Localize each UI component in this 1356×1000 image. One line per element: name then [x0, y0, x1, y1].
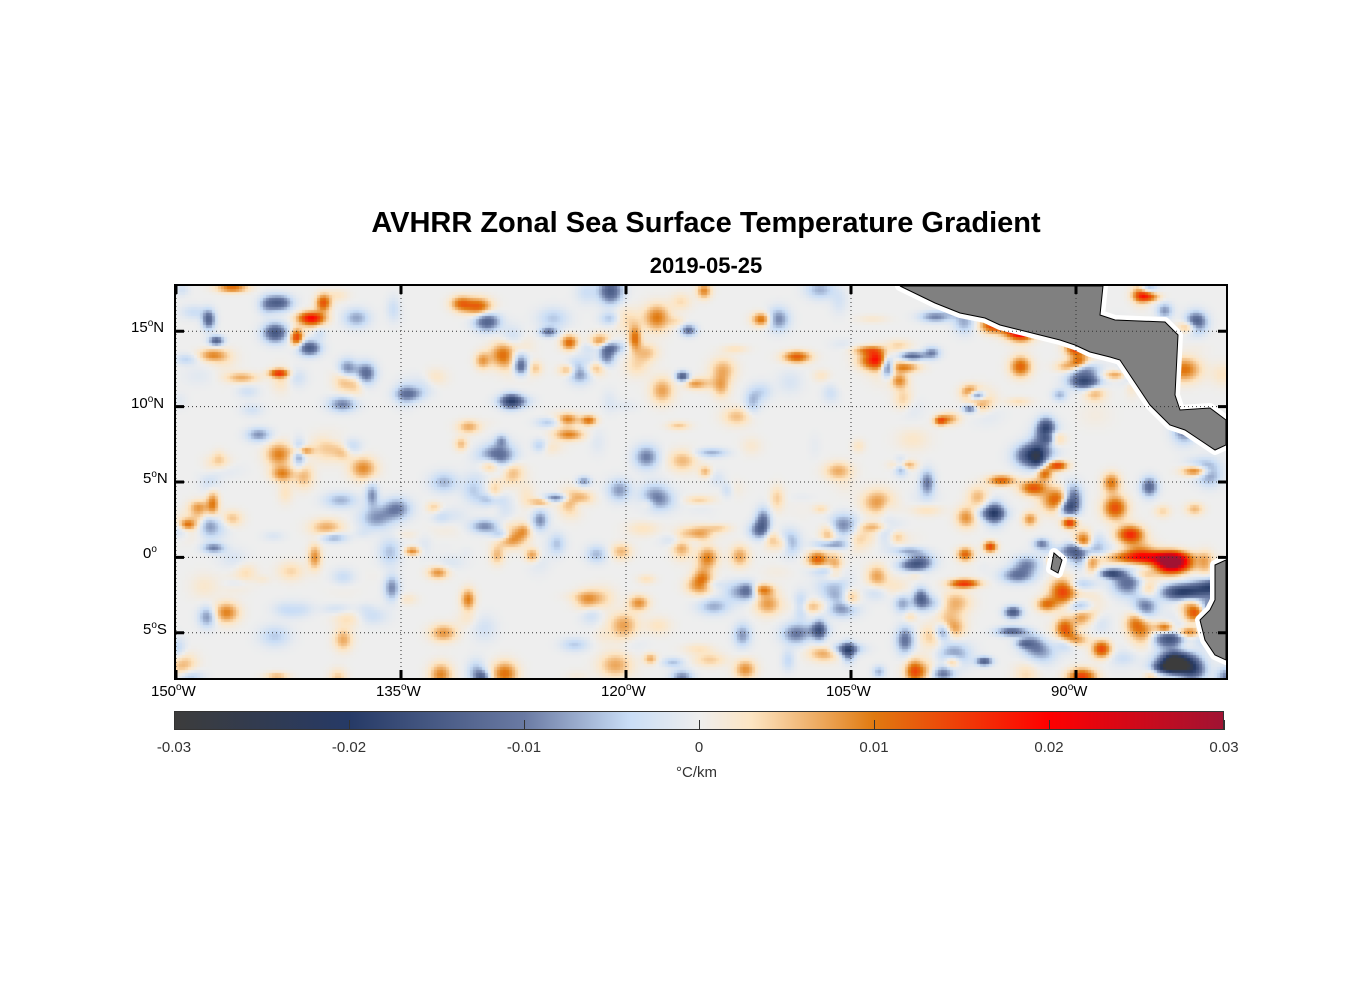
colorbar-tick-mark: [874, 720, 875, 730]
colorbar-tick-label: -0.01: [506, 739, 542, 756]
x-tick: [1074, 286, 1078, 294]
y-tick: [176, 329, 184, 333]
y-tick: [1218, 405, 1226, 409]
y-tick-label: 15oN: [131, 318, 165, 337]
colorbar-tick-mark: [1049, 720, 1050, 730]
colorbar-tick-mark: [349, 720, 350, 730]
y-tick: [1218, 329, 1226, 333]
colorbar-tick-mark: [174, 720, 175, 730]
y-tick: [1218, 555, 1226, 559]
x-tick: [399, 670, 403, 678]
colorbar-tick-mark: [1224, 720, 1225, 730]
colorbar-tick-label: 0: [694, 739, 704, 756]
colorbar-tick-label: -0.02: [331, 739, 367, 756]
x-tick-label: 90oW: [1051, 682, 1088, 700]
y-tick: [1218, 480, 1226, 484]
y-tick: [176, 405, 184, 409]
y-tick-label: 5oS: [143, 619, 167, 638]
colorbar-tick-label: 0.02: [1034, 739, 1064, 756]
y-tick: [176, 480, 184, 484]
y-tick: [176, 555, 184, 559]
x-tick: [849, 670, 853, 678]
y-tick-label: 0o: [143, 544, 157, 563]
x-tick-label: 135oW: [376, 682, 421, 700]
y-tick-label: 5oN: [143, 469, 168, 487]
chart-subtitle: 2019-05-25: [649, 253, 763, 278]
colorbar-unit-label: °C/km: [676, 764, 717, 781]
x-tick: [849, 286, 853, 294]
central-america-landmass: [899, 286, 1226, 451]
x-tick: [1074, 670, 1078, 678]
x-tick: [624, 670, 628, 678]
x-tick: [399, 286, 403, 294]
galapagos-island: [1050, 552, 1063, 574]
x-tick-label: 120oW: [601, 682, 646, 700]
colorbar-tick-mark: [524, 720, 525, 730]
x-tick: [176, 670, 178, 678]
x-tick: [624, 286, 628, 294]
colorbar-tick-label: -0.03: [156, 739, 192, 756]
map-overlay: [176, 286, 1226, 678]
y-tick: [1218, 631, 1226, 635]
y-tick-label: 10oN: [131, 393, 165, 412]
x-tick: [176, 286, 178, 294]
x-tick-label: 150oW: [151, 682, 196, 700]
colorbar-tick-label: 0.03: [1209, 739, 1239, 756]
colorbar-tick-label: 0.01: [859, 739, 889, 756]
y-tick: [176, 631, 184, 635]
x-tick-label: 105oW: [826, 682, 871, 700]
south-america-landmass: [1199, 559, 1226, 661]
chart-title: AVHRR Zonal Sea Surface Temperature Grad…: [371, 207, 1041, 239]
colorbar-tick-mark: [699, 720, 700, 730]
